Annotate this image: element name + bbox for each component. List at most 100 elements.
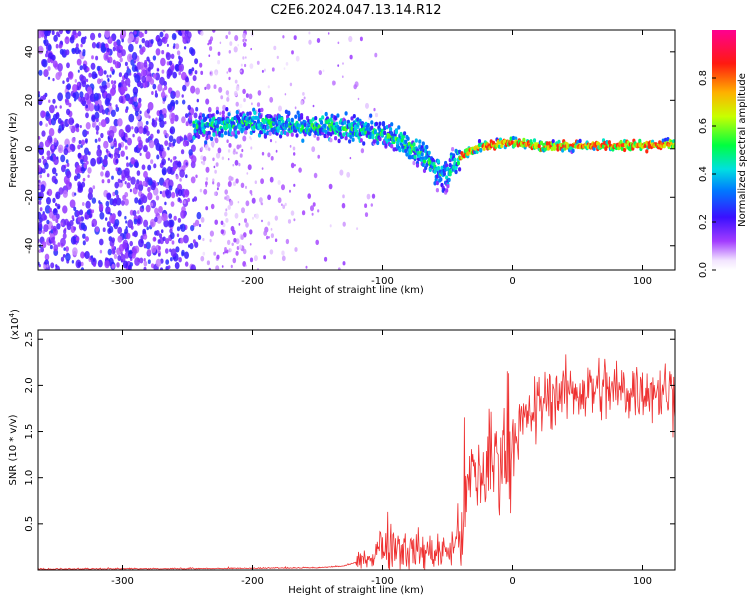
spectrogram-cell xyxy=(249,190,253,194)
spectrogram-cell xyxy=(532,138,537,143)
spectrogram-cell xyxy=(403,131,407,136)
spectrogram-cell xyxy=(170,201,175,207)
spectrogram-cell xyxy=(133,100,138,108)
spectrogram-cell xyxy=(294,114,298,119)
spectrogram-cell xyxy=(53,34,58,42)
spectrogram-cell xyxy=(134,110,139,117)
spectrogram-cell xyxy=(105,170,110,178)
spectrogram-cell xyxy=(134,66,138,72)
spectrogram-cell xyxy=(117,153,121,159)
spectrogram-cell xyxy=(200,30,204,36)
spectrogram-cell xyxy=(522,137,526,143)
spectrogram-cell xyxy=(178,65,182,71)
spectrogram-cell xyxy=(129,240,133,247)
spectrogram-cell xyxy=(151,91,154,95)
spectrogram-cell xyxy=(133,146,138,153)
spectrogram-cell xyxy=(84,92,90,101)
spectrogram-cell xyxy=(62,190,68,198)
spectrogram-cell xyxy=(117,118,123,127)
spectrogram-cell xyxy=(111,263,115,269)
spectrogram-cell xyxy=(58,43,63,49)
spectrogram-cell xyxy=(257,108,262,113)
spectrogram-cell xyxy=(260,202,264,206)
spectrogram-cell xyxy=(134,257,141,266)
spectrogram-cell xyxy=(132,232,136,237)
spectrogram-cell xyxy=(73,226,77,231)
spectrogram-cell xyxy=(205,177,209,181)
spectrogram-cell xyxy=(557,139,561,145)
spectrogram-cell xyxy=(112,46,116,52)
spectrogram-cell xyxy=(465,148,469,153)
spectrogram-cell xyxy=(93,92,99,101)
spectrogram-cell xyxy=(167,265,171,269)
spectrogram-cell xyxy=(178,56,183,64)
spectrogram-cell xyxy=(146,226,149,231)
spectrogram-cell xyxy=(88,187,93,195)
spectrogram-cell xyxy=(43,224,49,233)
spectrogram-cell xyxy=(210,136,214,142)
spectrogram-cell xyxy=(113,142,117,148)
spectrogram-cell xyxy=(88,72,92,78)
spectrogram-cell xyxy=(243,232,247,238)
spectrogram-cell xyxy=(349,54,353,60)
spectrogram-cell xyxy=(123,72,129,79)
spectrogram-cell xyxy=(206,83,211,90)
spectrogram-cell xyxy=(184,261,189,267)
spectrogram-cell xyxy=(232,121,236,126)
spectrogram-cell xyxy=(116,39,121,46)
spectrogram-cell xyxy=(183,134,187,139)
spectrogram-cell xyxy=(88,103,95,112)
spectrogram-cell xyxy=(151,245,157,254)
spectrogram-cell xyxy=(227,94,230,98)
spectrogram-cell xyxy=(91,55,94,60)
spectrogram-cell xyxy=(82,240,86,246)
spectrogram-cell xyxy=(376,140,380,146)
spectrogram-cell xyxy=(225,107,229,112)
spectrogram-cell xyxy=(301,210,306,216)
spectrogram-cell xyxy=(188,68,192,75)
spectrogram-cell xyxy=(244,63,247,68)
spectrogram-cell xyxy=(61,124,65,129)
spectrogram-cell xyxy=(185,121,189,127)
spectrogram-cell xyxy=(251,102,253,106)
spectrogram-cell xyxy=(47,44,52,51)
spectrogram-cell xyxy=(548,141,552,146)
spectrogram-cell xyxy=(203,188,208,195)
spectrogram-cell xyxy=(314,116,318,121)
spectrogram-cell xyxy=(68,117,75,126)
spectrogram-cell xyxy=(90,255,94,259)
spectrogram-cell xyxy=(167,103,173,111)
spectrogram-cell xyxy=(245,264,247,267)
spectrogram-cell xyxy=(244,218,247,223)
spectrogram-cell xyxy=(144,40,150,48)
spectrogram-cell xyxy=(207,130,211,136)
spectrogram-cell xyxy=(267,152,271,158)
spectrogram-cell xyxy=(115,45,120,52)
spectrogram-cell xyxy=(57,118,62,124)
spectrogram-cell xyxy=(329,132,333,137)
spectrogram-cell xyxy=(250,137,252,141)
spectrogram-cell xyxy=(233,238,237,243)
spectrogram-cell xyxy=(143,61,148,68)
spectrogram-cell xyxy=(331,80,336,86)
spectrogram-cell xyxy=(115,159,119,164)
spectrogram-cell xyxy=(113,41,118,47)
spectrogram-cell xyxy=(289,144,292,148)
spectrogram-cell xyxy=(308,31,311,35)
spectrogram-cell xyxy=(215,124,219,129)
spectrogram-cell xyxy=(353,84,358,90)
spectrogram-cell xyxy=(63,247,66,251)
spectrogram-cell xyxy=(72,30,77,36)
spectrogram-cell xyxy=(115,167,119,172)
spectrogram-cell xyxy=(46,219,50,225)
spectrogram-cell xyxy=(81,80,87,88)
spectrogram-cell xyxy=(249,63,254,69)
spectrogram-cell xyxy=(61,164,66,173)
spectrogram-cell xyxy=(52,60,58,68)
spectrogram-cell xyxy=(178,197,181,201)
spectrogram-cell xyxy=(235,178,239,184)
spectrogram-cell xyxy=(72,92,77,99)
spectrogram-cell xyxy=(94,138,98,143)
spectrogram-cell xyxy=(621,143,626,148)
spectrogram-cell xyxy=(132,133,135,138)
